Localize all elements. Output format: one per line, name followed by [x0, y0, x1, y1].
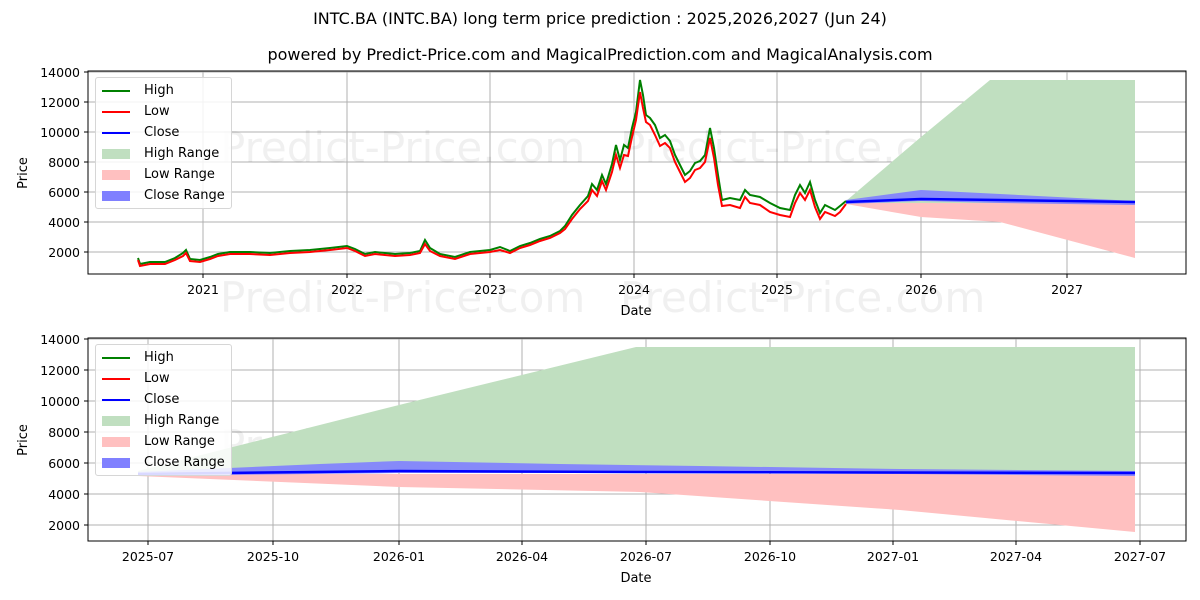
top-close-line [845, 197, 1136, 204]
top-xticklabels: 2021 2022 2023 2024 2025 2026 2027 [187, 282, 1083, 297]
legend-item-low: Low [102, 368, 225, 389]
legend-swatch-icon [102, 148, 130, 159]
svg-text:2000: 2000 [48, 245, 80, 260]
svg-text:2026-01: 2026-01 [373, 549, 425, 564]
svg-text:2027: 2027 [1051, 282, 1083, 297]
bottom-axes-frame [87, 337, 1187, 542]
svg-text:14000: 14000 [40, 332, 80, 347]
top-chart: Predict-Price.com Predict-Price.com Pred… [16, 65, 1187, 322]
svg-text:2023: 2023 [474, 282, 506, 297]
svg-text:12000: 12000 [40, 363, 80, 378]
svg-text:2027-04: 2027-04 [990, 549, 1042, 564]
legend-item-close: Close [102, 122, 225, 143]
bottom-close-line [137, 469, 1136, 476]
legend-swatch-icon [102, 131, 130, 134]
legend-item-low-range: Low Range [102, 431, 225, 452]
legend-swatch-icon [102, 415, 130, 426]
top-low-range-area [846, 203, 1135, 258]
legend-label: Low Range [144, 434, 215, 449]
top-legend: High Low Close High Range Low Range Clos… [95, 77, 232, 209]
legend-item-high: High [102, 347, 225, 368]
legend-label: Close [144, 392, 180, 407]
legend-swatch-icon [102, 169, 130, 180]
bottom-xlabel: Date [620, 571, 651, 586]
chart-subtitle: powered by Predict-Price.com and Magical… [267, 45, 933, 64]
svg-text:8000: 8000 [48, 425, 80, 440]
top-ylabel: Price [16, 157, 31, 189]
svg-text:2000: 2000 [48, 518, 80, 533]
legend-label: High Range [144, 413, 220, 428]
legend-label: Close [144, 125, 180, 140]
legend-swatch-icon [102, 89, 130, 92]
svg-text:2027-01: 2027-01 [867, 549, 919, 564]
legend-item-high-range: High Range [102, 410, 225, 431]
svg-text:12000: 12000 [40, 95, 80, 110]
svg-text:8000: 8000 [48, 155, 80, 170]
svg-text:10000: 10000 [40, 125, 80, 140]
top-ticks [84, 71, 1068, 278]
bottom-chart: Predict-Price.com Predict-Price.com 2000… [16, 332, 1187, 586]
watermark: Predict-Price.com [220, 123, 585, 172]
bottom-ylabel: Price [16, 424, 31, 456]
bottom-ticks [84, 338, 1141, 545]
svg-text:2022: 2022 [331, 282, 363, 297]
svg-text:2025-07: 2025-07 [122, 549, 174, 564]
legend-label: Low [144, 104, 170, 119]
svg-text:4000: 4000 [48, 215, 80, 230]
legend-item-low-range: Low Range [102, 164, 225, 185]
top-low-line [137, 91, 847, 268]
watermark: Predict-Price.com [220, 273, 585, 322]
bottom-xticklabels: 2025-07 2025-10 2026-01 2026-04 2026-07 … [122, 549, 1166, 564]
chart-title: INTC.BA (INTC.BA) long term price predic… [313, 9, 887, 28]
bottom-legend: High Low Close High Range Low Range Clos… [95, 344, 232, 476]
top-xlabel: Date [620, 304, 651, 319]
legend-swatch-icon [102, 436, 130, 447]
svg-text:2026: 2026 [905, 282, 937, 297]
svg-text:2025: 2025 [761, 282, 793, 297]
legend-label: Low [144, 371, 170, 386]
legend-label: Close Range [144, 455, 225, 470]
legend-label: Close Range [144, 188, 225, 203]
top-high-line [137, 79, 847, 266]
svg-text:2025-10: 2025-10 [247, 549, 299, 564]
bottom-yticklabels: 2000 4000 6000 8000 10000 12000 14000 [40, 332, 80, 533]
bottom-low-range-area [138, 474, 1135, 532]
svg-text:2021: 2021 [187, 282, 219, 297]
legend-item-high-range: High Range [102, 143, 225, 164]
legend-item-close-range: Close Range [102, 185, 225, 206]
svg-text:4000: 4000 [48, 487, 80, 502]
top-high-range-area [846, 80, 1135, 203]
watermark: Predict-Price.com [620, 273, 985, 322]
legend-item-high: High [102, 80, 225, 101]
svg-text:2026-04: 2026-04 [496, 549, 548, 564]
svg-text:6000: 6000 [48, 456, 80, 471]
legend-label: High [144, 350, 174, 365]
legend-swatch-icon [102, 190, 130, 201]
svg-text:10000: 10000 [40, 394, 80, 409]
svg-text:14000: 14000 [40, 65, 80, 80]
svg-text:2026-10: 2026-10 [744, 549, 796, 564]
legend-item-close: Close [102, 389, 225, 410]
legend-swatch-icon [102, 356, 130, 359]
legend-label: High Range [144, 146, 220, 161]
legend-swatch-icon [102, 398, 130, 401]
top-yticklabels: 2000 4000 6000 8000 10000 12000 14000 [40, 65, 80, 260]
legend-label: Low Range [144, 167, 215, 182]
legend-item-low: Low [102, 101, 225, 122]
svg-text:6000: 6000 [48, 185, 80, 200]
legend-swatch-icon [102, 377, 130, 380]
legend-swatch-icon [102, 110, 130, 113]
legend-label: High [144, 83, 174, 98]
legend-item-close-range: Close Range [102, 452, 225, 473]
top-axes-frame [87, 70, 1187, 275]
svg-text:2027-07: 2027-07 [1114, 549, 1166, 564]
bottom-high-range-area [138, 347, 1135, 472]
legend-swatch-icon [102, 457, 130, 468]
svg-text:2026-07: 2026-07 [620, 549, 672, 564]
svg-text:2024: 2024 [618, 282, 650, 297]
